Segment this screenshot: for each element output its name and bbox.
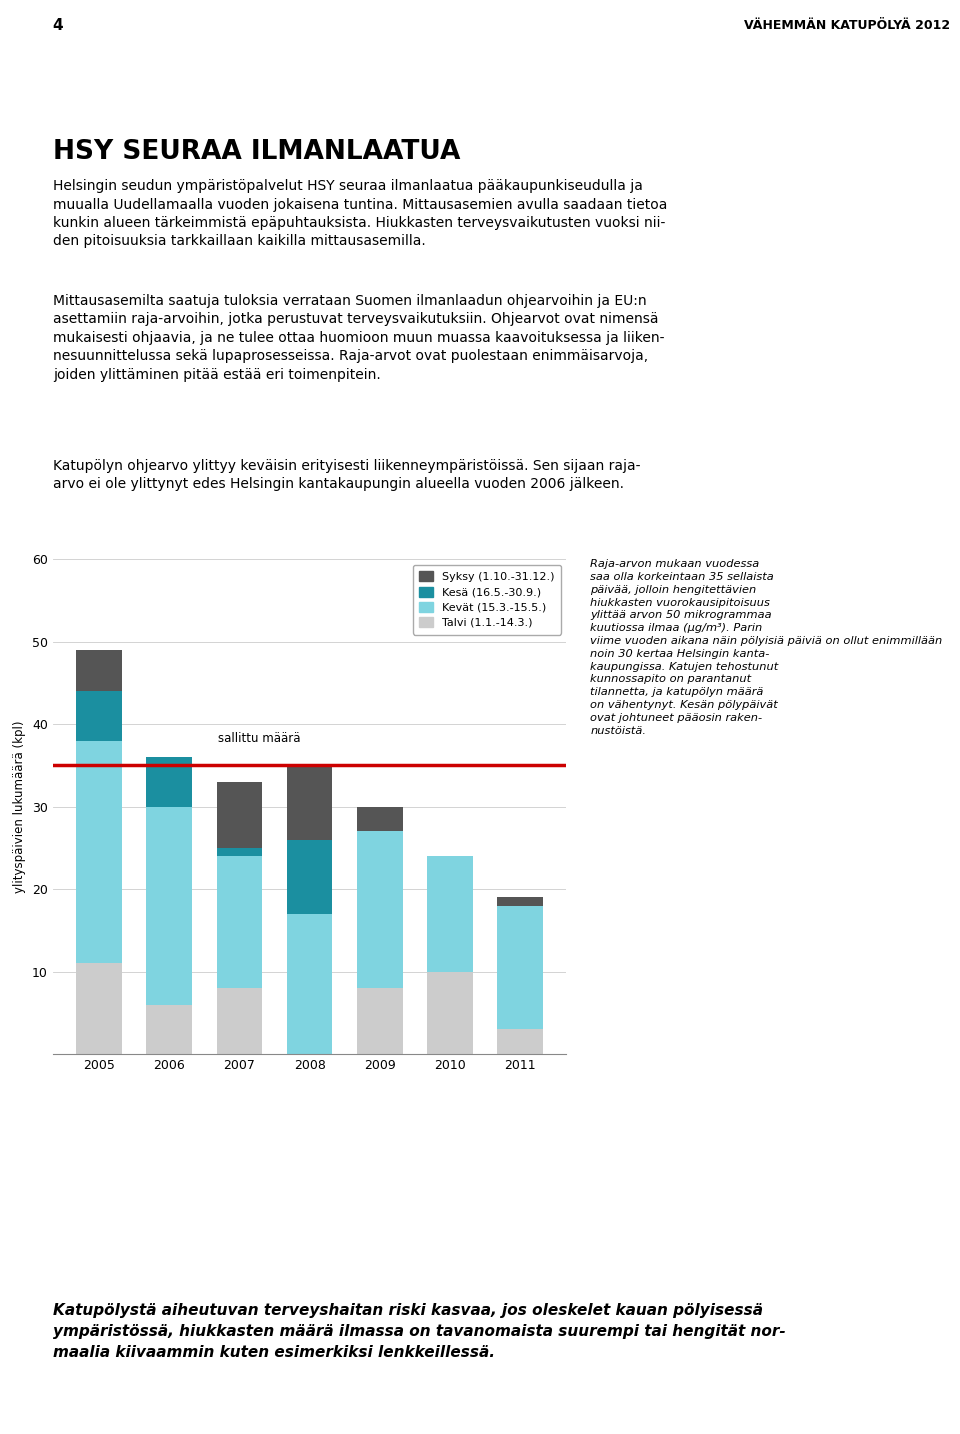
Bar bbox=[287, 766, 332, 840]
Text: VÄHEMMÄN KATUPÖLYÄ 2012: VÄHEMMÄN KATUPÖLYÄ 2012 bbox=[744, 19, 950, 32]
Text: sallittu määrä: sallittu määrä bbox=[218, 731, 300, 744]
Bar bbox=[76, 691, 122, 741]
Bar bbox=[497, 906, 543, 1030]
Text: HSY SEURAA ILMANLAATUA: HSY SEURAA ILMANLAATUA bbox=[53, 139, 460, 165]
Bar bbox=[287, 913, 332, 1054]
Y-axis label: ylityspäivien lukumäärä (kpl): ylityspäivien lukumäärä (kpl) bbox=[13, 720, 26, 893]
Text: Katupölystä aiheutuvan terveyshaitan riski kasvaa, jos oleskelet kauan pölyisess: Katupölystä aiheutuvan terveyshaitan ris… bbox=[53, 1304, 785, 1359]
Bar bbox=[357, 988, 402, 1054]
Bar bbox=[217, 782, 262, 847]
Bar bbox=[76, 650, 122, 691]
Bar bbox=[357, 832, 402, 988]
Text: Katupölyn ohjearvo ylittyy keväisin erityisesti liikenneympäristöissä. Sen sijaa: Katupölyn ohjearvo ylittyy keväisin erit… bbox=[53, 459, 640, 492]
Bar bbox=[357, 806, 402, 832]
Bar bbox=[217, 988, 262, 1054]
Text: Raja-arvon mukaan vuodessa
saa olla korkeintaan 35 sellaista
päivää, jolloin hen: Raja-arvon mukaan vuodessa saa olla kork… bbox=[590, 559, 943, 736]
Text: Mittausasemilta saatuja tuloksia verrataan Suomen ilmanlaadun ohjearvoihin ja EU: Mittausasemilta saatuja tuloksia verrata… bbox=[53, 294, 664, 381]
Bar bbox=[427, 972, 473, 1054]
Text: 4: 4 bbox=[53, 17, 63, 33]
Bar bbox=[427, 856, 473, 972]
Bar bbox=[217, 856, 262, 988]
Bar bbox=[497, 1030, 543, 1054]
Bar bbox=[146, 757, 192, 806]
Bar bbox=[217, 847, 262, 856]
Bar bbox=[497, 898, 543, 906]
Bar bbox=[76, 964, 122, 1054]
Legend: Syksy (1.10.-31.12.), Kesä (16.5.-30.9.), Kevät (15.3.-15.5.), Talvi (1.1.-14.3.: Syksy (1.10.-31.12.), Kesä (16.5.-30.9.)… bbox=[413, 565, 561, 635]
Bar bbox=[287, 840, 332, 913]
Bar bbox=[146, 1004, 192, 1054]
Bar bbox=[146, 806, 192, 1004]
Bar bbox=[76, 740, 122, 964]
Text: Helsingin seudun ympäristöpalvelut HSY seuraa ilmanlaatua pääkaupunkiseudulla ja: Helsingin seudun ympäristöpalvelut HSY s… bbox=[53, 179, 667, 248]
